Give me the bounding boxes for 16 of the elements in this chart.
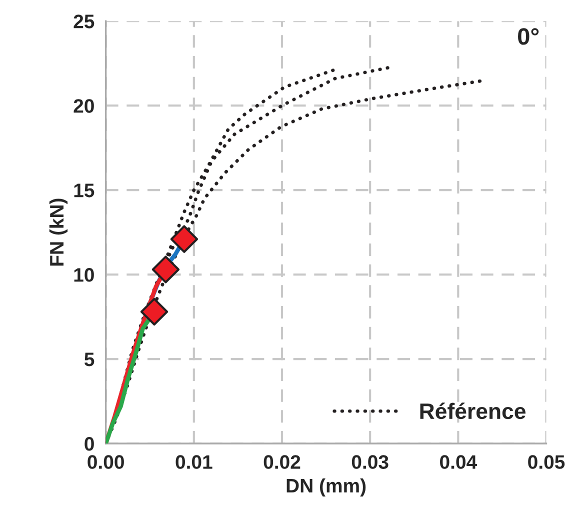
x-tick-label: 0.04 (440, 455, 477, 469)
x-tick-label: 0.02 (264, 455, 300, 469)
y-tick-label: 25 (74, 14, 94, 28)
x-tick-label: 0.05 (528, 455, 565, 469)
y-tick-label: 0 (84, 436, 94, 451)
y-tick-label: 15 (74, 184, 94, 198)
x-axis-title: DN (mm) (286, 478, 366, 496)
y-axis-title: FN (kN) (49, 198, 68, 266)
x-tick-label: 0.03 (352, 455, 388, 469)
x-tick-label: 0.00 (88, 455, 124, 469)
annotation: 0° (518, 28, 539, 45)
y-tick-label: 10 (74, 268, 94, 282)
legend-label: Référence (420, 402, 526, 420)
x-tick-label: 0.01 (176, 455, 212, 469)
y-tick-label: 5 (84, 352, 94, 366)
y-tick-label: 20 (74, 99, 94, 113)
